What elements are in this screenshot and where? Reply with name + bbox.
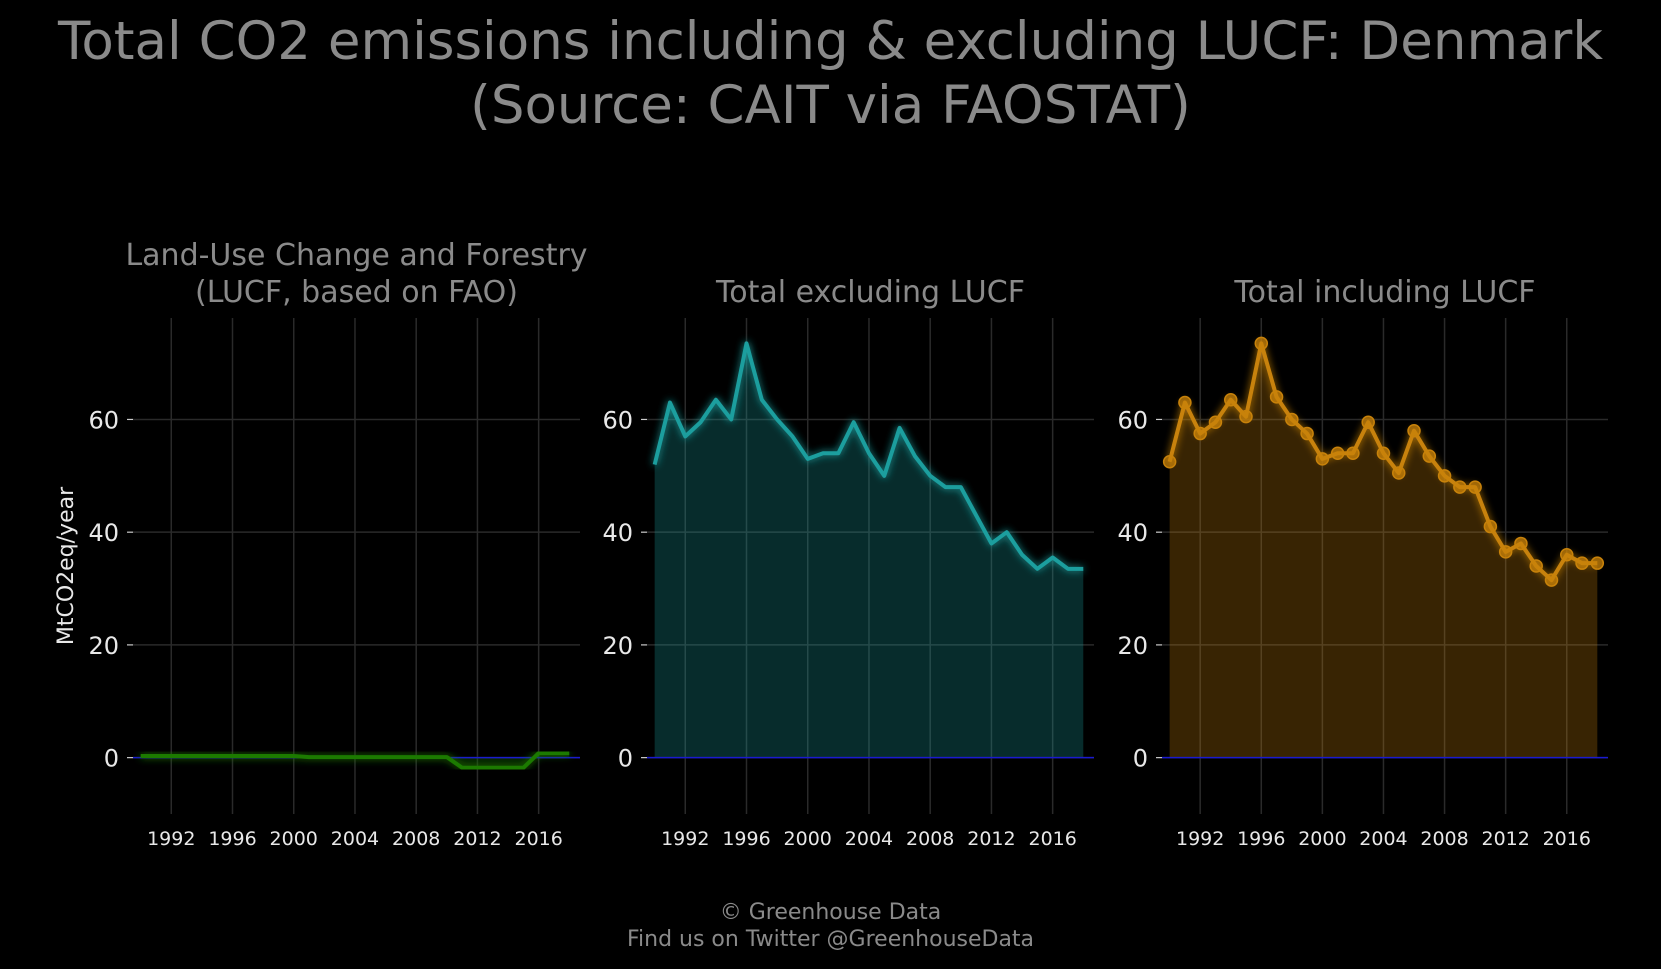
- panel-2: Total excluding LUCF 0 20 40 60 1992 1996 2000 2…: [602, 275, 1094, 850]
- x-tick-label: 2008: [1420, 828, 1468, 850]
- data-point: [1514, 536, 1528, 551]
- data-point: [1422, 449, 1437, 463]
- y-tick-label: 20: [602, 632, 633, 660]
- x-tick-label: 2008: [906, 828, 954, 850]
- y-axis-label: MtCO2eq/year: [54, 486, 79, 645]
- x-tick-label: 2016: [1028, 828, 1076, 850]
- data-point: [1575, 556, 1589, 570]
- data-point: [1453, 480, 1467, 494]
- data-point: [1315, 452, 1330, 466]
- data-point: [1376, 446, 1391, 461]
- x-tick-label: 1996: [1237, 828, 1285, 850]
- x-tick-label: 2012: [967, 828, 1015, 850]
- x-tick-label: 2000: [1298, 828, 1346, 850]
- main-title: Total CO2 emissions including & excludin…: [0, 10, 1661, 138]
- data-point: [1269, 390, 1284, 404]
- x-tick-label: 2004: [331, 828, 379, 850]
- data-point: [1162, 454, 1177, 469]
- footer: © Greenhouse Data Find us on Twitter @Gr…: [0, 899, 1661, 953]
- data-point: [1239, 409, 1253, 424]
- data-point: [1407, 423, 1421, 438]
- x-tick-label: 2008: [392, 828, 440, 850]
- data-point: [1560, 547, 1574, 562]
- series-area: [654, 343, 1084, 758]
- data-point: [1544, 573, 1559, 587]
- y-tick-label: 40: [602, 519, 633, 547]
- footer-copyright: © Greenhouse Data: [719, 900, 942, 925]
- x-tick-label: 1992: [661, 828, 709, 850]
- data-point: [1361, 415, 1375, 430]
- data-point: [1590, 556, 1605, 570]
- data-point: [1178, 395, 1192, 410]
- data-point: [1437, 469, 1452, 483]
- y-tick-label: 20: [88, 632, 119, 660]
- x-tick-label: 2004: [1359, 828, 1407, 850]
- x-tick-label: 2016: [514, 828, 562, 850]
- x-tick-label: 2016: [1543, 828, 1591, 850]
- data-point: [1346, 446, 1360, 461]
- panel-title: Land-Use Change and Forestry: [125, 238, 587, 273]
- data-point: [1223, 392, 1238, 407]
- data-point: [1468, 480, 1482, 494]
- data-point: [1498, 545, 1513, 559]
- data-point: [1391, 466, 1406, 480]
- x-tick-label: 1996: [722, 828, 770, 850]
- data-point: [1254, 336, 1269, 351]
- x-tick-label: 1992: [1176, 828, 1224, 850]
- series-area: [1169, 343, 1598, 758]
- y-tick-label: 40: [1117, 519, 1148, 547]
- x-tick-label: 2000: [784, 828, 832, 850]
- y-tick-label: 0: [618, 745, 633, 773]
- x-tick-label: 2004: [845, 828, 893, 850]
- y-tick-label: 0: [1133, 745, 1148, 773]
- panel-title: Total including LUCF: [1233, 275, 1535, 310]
- y-tick-label: 0: [104, 745, 119, 773]
- main-title-line2: (Source: CAIT via FAOSTAT): [470, 75, 1191, 136]
- x-tick-label: 2000: [270, 828, 318, 850]
- main-title-line1: Total CO2 emissions including & excludin…: [57, 11, 1604, 72]
- y-tick-label: 60: [1117, 406, 1148, 434]
- data-point: [1529, 559, 1543, 573]
- panel-title: Total excluding LUCF: [715, 275, 1025, 310]
- y-tick-label: 60: [602, 406, 633, 434]
- y-tick-label: 40: [88, 519, 119, 547]
- x-tick-label: 1992: [147, 828, 195, 850]
- data-point: [1285, 412, 1299, 427]
- data-point: [1330, 446, 1345, 461]
- data-point: [1483, 519, 1498, 534]
- panel-1: Land-Use Change and Forestry(LUCF, based…: [54, 238, 588, 850]
- x-tick-label: 2012: [453, 828, 501, 850]
- y-tick-label: 20: [1117, 632, 1148, 660]
- x-tick-label: 1996: [208, 828, 256, 850]
- y-tick-label: 60: [88, 406, 119, 434]
- panel-3: Total including LUCF 0 20 40 60 1992 1996 2000 2…: [1117, 275, 1608, 850]
- panel-title: (LUCF, based on FAO): [195, 275, 518, 310]
- data-point: [1300, 426, 1314, 441]
- x-tick-label: 2012: [1481, 828, 1529, 850]
- data-point: [1193, 426, 1207, 441]
- footer-twitter: Find us on Twitter @GreenhouseData: [626, 927, 1035, 952]
- series-line: [652, 341, 1084, 571]
- series-line: [140, 751, 570, 770]
- data-point: [1208, 415, 1223, 430]
